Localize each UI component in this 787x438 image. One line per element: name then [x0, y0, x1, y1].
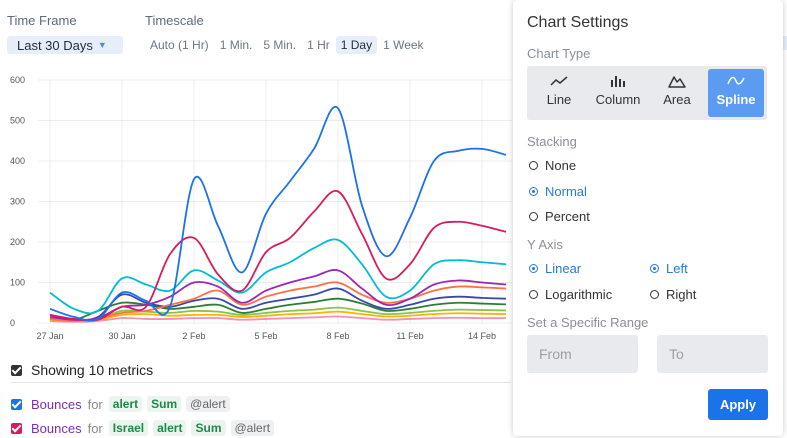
showing-metrics-label: Showing 10 metrics: [31, 362, 154, 378]
metric-name[interactable]: Bounces: [31, 396, 82, 412]
x-tick-label: 30 Jan: [108, 331, 135, 341]
range-from-input[interactable]: [527, 335, 638, 373]
y-axis-linear-label: Linear: [545, 261, 582, 276]
series-line: [49, 281, 507, 322]
metric-tag: alert: [108, 396, 143, 412]
chart-type-group: Line Column Area Spline: [527, 66, 767, 120]
time-frame-value: Last 30 Days: [17, 37, 93, 53]
chart-type-spline-button[interactable]: Spline: [708, 69, 764, 117]
metric-tag: Sum: [191, 420, 226, 436]
y-tick-label: 400: [10, 156, 25, 166]
timescale-option-1min[interactable]: 1 Min.: [219, 38, 253, 52]
chart-type-label: Chart Type: [527, 46, 591, 61]
series-line: [49, 287, 507, 322]
metric-tag: Israel: [108, 420, 149, 436]
range-to-input[interactable]: [657, 335, 768, 373]
showing-metrics-header: Showing 10 metrics: [11, 362, 153, 378]
series-line: [49, 315, 507, 323]
stacking-none-radio[interactable]: None: [529, 158, 576, 173]
metric-alert-tag: @alert: [186, 396, 230, 412]
timescale-option-1week[interactable]: 1 Week: [383, 38, 424, 52]
metric-checkbox[interactable]: [11, 422, 22, 434]
time-frame-label: Time Frame: [7, 13, 77, 28]
metric-row: Bounces for Israel alert Sum @alert: [11, 420, 279, 436]
apply-button[interactable]: Apply: [708, 389, 768, 420]
radio-selected-icon: [529, 187, 538, 196]
stacking-percent-radio[interactable]: Percent: [529, 209, 590, 224]
y-tick-label: 100: [10, 278, 25, 288]
radio-icon: [529, 290, 538, 299]
timescale-option-1day[interactable]: 1 Day: [335, 36, 378, 54]
metric-tag: alert: [153, 420, 187, 436]
y-tick-label: 300: [10, 197, 25, 207]
metric-checkbox[interactable]: [11, 398, 22, 410]
radio-icon: [529, 212, 538, 221]
x-tick-label: 8 Feb: [326, 331, 349, 341]
stacking-normal-radio[interactable]: Normal: [529, 184, 587, 199]
y-axis-logarithmic-radio[interactable]: Logarithmic: [529, 287, 612, 302]
stacking-label: Stacking: [527, 134, 577, 149]
series-line: [49, 238, 507, 315]
column-chart-icon: [611, 76, 625, 87]
series-line: [49, 306, 507, 322]
select-all-checkbox[interactable]: [11, 364, 22, 376]
range-label: Set a Specific Range: [527, 315, 649, 330]
y-axis-right-radio[interactable]: Right: [650, 287, 696, 302]
chart-type-column-button[interactable]: Column: [590, 69, 646, 117]
metric-for-label: for: [87, 420, 103, 436]
metric-row: Bounces for alert Sum @alert: [11, 396, 235, 412]
divider: [11, 382, 511, 383]
chart-type-line-button[interactable]: Line: [531, 69, 587, 117]
chart-type-area-label: Area: [663, 92, 691, 107]
y-tick-label: 0: [10, 318, 15, 328]
y-axis-left-radio[interactable]: Left: [650, 261, 688, 276]
y-tick-label: 200: [10, 237, 25, 247]
line-chart-icon: [550, 76, 568, 86]
y-tick-label: 600: [10, 75, 25, 85]
chart-type-column-label: Column: [595, 92, 641, 107]
y-axis-right-label: Right: [666, 287, 697, 302]
stacking-normal-label: Normal: [545, 184, 587, 199]
chart-type-area-button[interactable]: Area: [649, 69, 705, 117]
stacking-none-label: None: [545, 158, 577, 173]
series-line: [49, 189, 507, 322]
radio-selected-icon: [529, 264, 538, 273]
metrics-chart: 0 100 200 300 400 500 600 27 Jan 30 Jan 2 Feb 5 Fe…: [10, 75, 512, 341]
series-line: [49, 105, 507, 322]
y-axis-linear-radio[interactable]: Linear: [529, 261, 581, 276]
chart-type-line-label: Line: [546, 92, 572, 107]
stacking-percent-label: Percent: [545, 209, 590, 224]
timescale-option-5min[interactable]: 5 Min.: [263, 38, 297, 52]
chart-type-spline-label: Spline: [716, 92, 756, 107]
overflow-edge: [782, 36, 787, 50]
metric-name[interactable]: Bounces: [31, 420, 82, 436]
y-axis-logarithmic-label: Logarithmic: [545, 287, 613, 302]
timescale-option-1hr[interactable]: 1 Hr: [307, 38, 330, 52]
x-tick-label: 14 Feb: [468, 331, 496, 341]
timescale-options: Auto (1 Hr) 1 Min. 5 Min. 1 Hr 1 Day 1 W…: [145, 36, 430, 54]
x-tick-label: 2 Feb: [182, 331, 205, 341]
spline-chart-icon: [727, 76, 745, 85]
radio-selected-icon: [650, 264, 659, 273]
area-chart-icon: [668, 76, 686, 88]
series-line: [49, 310, 507, 322]
chart-settings-title: Chart Settings: [527, 14, 629, 31]
x-tick-label: 27 Jan: [36, 331, 63, 341]
metric-alert-tag: @alert: [230, 420, 275, 436]
y-axis-left-label: Left: [666, 261, 688, 276]
y-tick-label: 500: [10, 116, 25, 126]
series-line: [49, 297, 507, 322]
metric-tag: Sum: [147, 396, 182, 412]
chevron-down-icon: ▼: [97, 40, 107, 50]
y-axis-label: Y Axis: [527, 237, 563, 252]
radio-icon: [529, 161, 538, 170]
timescale-label: Timescale: [145, 13, 204, 28]
radio-icon: [650, 290, 659, 299]
chart-settings-panel: Chart Settings Chart Type Line Column Ar…: [513, 0, 783, 436]
x-tick-label: 5 Feb: [254, 331, 277, 341]
x-tick-label: 11 Feb: [396, 331, 423, 341]
timescale-option-auto[interactable]: Auto (1 Hr): [150, 38, 209, 52]
metric-for-label: for: [87, 396, 103, 412]
time-frame-select[interactable]: Last 30 Days ▼: [7, 36, 123, 54]
